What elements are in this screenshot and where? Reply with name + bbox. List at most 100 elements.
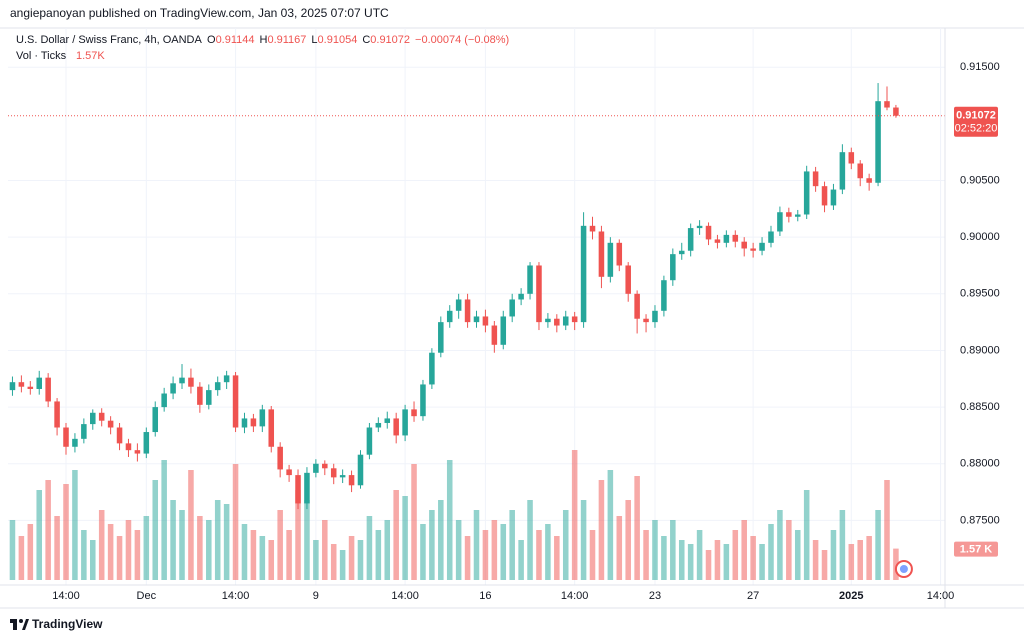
volume-bar xyxy=(393,490,399,580)
candle-body xyxy=(393,418,399,436)
candle-body xyxy=(446,310,453,323)
volume-bar xyxy=(286,530,292,580)
volume-bar xyxy=(214,500,221,580)
x-tick-label: 14:00 xyxy=(52,590,80,602)
ohlc-value: 0.91167 xyxy=(267,34,306,46)
volume-value: 1.57K xyxy=(76,50,105,62)
candle-body xyxy=(429,352,435,385)
candle-body xyxy=(348,475,355,486)
volume-bar xyxy=(81,530,87,580)
volume-bar xyxy=(794,530,801,580)
volume-bar xyxy=(366,516,373,580)
x-tick-label: 2025 xyxy=(839,590,863,602)
candle-body xyxy=(232,375,239,428)
x-tick-label: 14:00 xyxy=(927,590,955,602)
volume-bar xyxy=(678,540,685,580)
candle-body xyxy=(750,248,756,251)
candle-body xyxy=(643,318,649,323)
candle-body xyxy=(134,450,141,454)
volume-bar xyxy=(206,520,212,580)
volume-bar xyxy=(839,510,846,580)
volume-bar xyxy=(170,500,176,580)
volume-bar xyxy=(295,490,301,580)
x-tick-label: 14:00 xyxy=(561,590,589,602)
ohlc-key: C xyxy=(362,34,370,46)
volume-bar xyxy=(768,524,774,580)
volume-bar xyxy=(741,520,747,580)
volume-bar xyxy=(634,476,640,580)
candle-body xyxy=(107,420,114,428)
candle-body xyxy=(893,107,899,116)
candle-body xyxy=(143,432,150,454)
candle-body xyxy=(286,469,292,476)
volume-bar xyxy=(482,530,489,580)
volume-bar xyxy=(438,500,444,580)
candle-body xyxy=(295,475,301,504)
volume-bar xyxy=(446,460,453,580)
y-tick-label: 0.90000 xyxy=(960,231,1000,243)
ohlc-key: L xyxy=(311,34,317,46)
volume-bar xyxy=(562,510,569,580)
volume-bar xyxy=(491,520,498,580)
candle-body xyxy=(402,409,408,436)
candle-body xyxy=(884,101,890,108)
volume-bar xyxy=(464,536,471,580)
candle-body xyxy=(125,443,132,451)
candle-body xyxy=(339,475,346,478)
volume-bar xyxy=(786,520,792,580)
candle-body xyxy=(687,228,694,251)
candle-body xyxy=(161,393,167,408)
candle-body xyxy=(197,386,203,405)
volume-bar xyxy=(277,510,283,580)
volume-bar xyxy=(723,544,730,580)
candle-body xyxy=(857,163,863,179)
candle-body xyxy=(250,418,257,427)
candle-body xyxy=(27,386,34,389)
candle-body xyxy=(455,299,462,311)
volume-bar xyxy=(384,520,391,580)
publish-header: angiepanoyan published on TradingView.co… xyxy=(10,6,389,20)
volume-bar xyxy=(714,540,721,580)
last-price-label: 0.91072 xyxy=(956,110,996,122)
volume-axis-label: 1.57 K xyxy=(960,544,992,556)
candle-body xyxy=(322,463,328,469)
volume-bar xyxy=(509,510,515,580)
candle-body xyxy=(357,454,364,486)
y-tick-label: 0.88000 xyxy=(960,458,1000,470)
ohlc-legend: O 0.91144 H 0.91167 L 0.91054 C 0.91072 −0.00074… xyxy=(207,34,509,46)
volume-bar xyxy=(580,500,587,580)
volume-bar xyxy=(339,550,346,580)
volume-bar xyxy=(893,548,899,580)
candle-body xyxy=(500,316,507,345)
candle-body xyxy=(473,316,480,323)
volume-bar xyxy=(241,524,248,580)
candle-body xyxy=(536,265,542,323)
candle-body xyxy=(206,390,212,405)
candle-body xyxy=(90,412,96,425)
volume-bar xyxy=(125,520,132,580)
x-tick-label: 16 xyxy=(479,590,491,602)
candle-body xyxy=(36,377,42,389)
ohlc-value: 0.91072 xyxy=(370,34,410,46)
volume-bar xyxy=(589,530,596,580)
volume-bar xyxy=(732,530,739,580)
candle-body xyxy=(866,178,872,183)
candle-body xyxy=(214,382,221,391)
volume-bar xyxy=(18,536,25,580)
candle-body xyxy=(259,409,266,427)
candle-body xyxy=(116,427,123,444)
candle-body xyxy=(9,382,16,391)
volume-bar xyxy=(179,510,185,580)
candle-body xyxy=(411,409,417,417)
volume-bar xyxy=(875,510,881,580)
candle-body xyxy=(518,293,524,300)
volume-bar xyxy=(429,510,435,580)
candle-body xyxy=(509,299,515,317)
volume-bar xyxy=(830,530,837,580)
candle-body xyxy=(670,254,676,281)
x-tick-label: 23 xyxy=(649,590,661,602)
volume-bar xyxy=(661,536,667,580)
candle-body xyxy=(723,234,730,243)
volume-bar xyxy=(322,520,328,580)
